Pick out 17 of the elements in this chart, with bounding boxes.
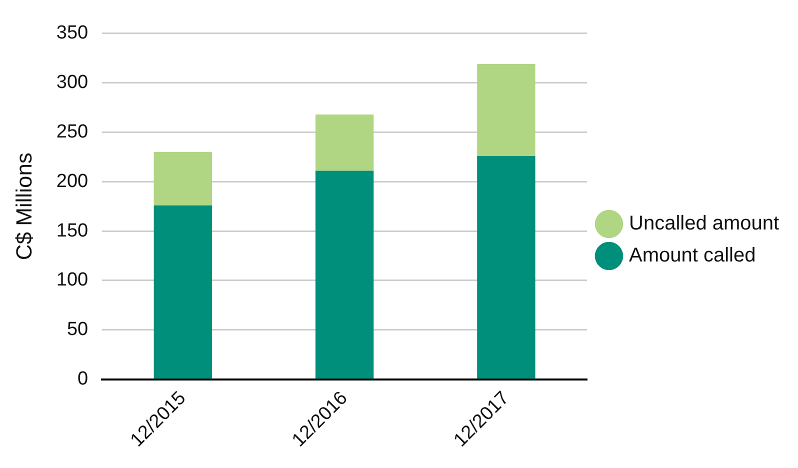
y-tick-label: 300	[56, 72, 88, 94]
bar	[477, 64, 536, 156]
bar	[315, 114, 374, 171]
y-axis-title: C$ Millions	[11, 152, 36, 260]
y-tick-label: 200	[56, 170, 88, 192]
bar	[154, 152, 212, 206]
y-tick-label: 350	[56, 22, 88, 44]
bar	[154, 205, 212, 379]
bar	[315, 170, 374, 379]
legend-label: Amount called	[629, 244, 756, 267]
y-tick-label: 100	[56, 270, 88, 291]
y-tick-label: 150	[56, 220, 88, 242]
y-tick-label: 250	[56, 121, 88, 142]
y-tick-label: 50	[66, 319, 88, 340]
legend-label: Uncalled amount	[629, 212, 780, 235]
y-tick-label: 0	[78, 368, 88, 390]
bar	[477, 156, 536, 379]
